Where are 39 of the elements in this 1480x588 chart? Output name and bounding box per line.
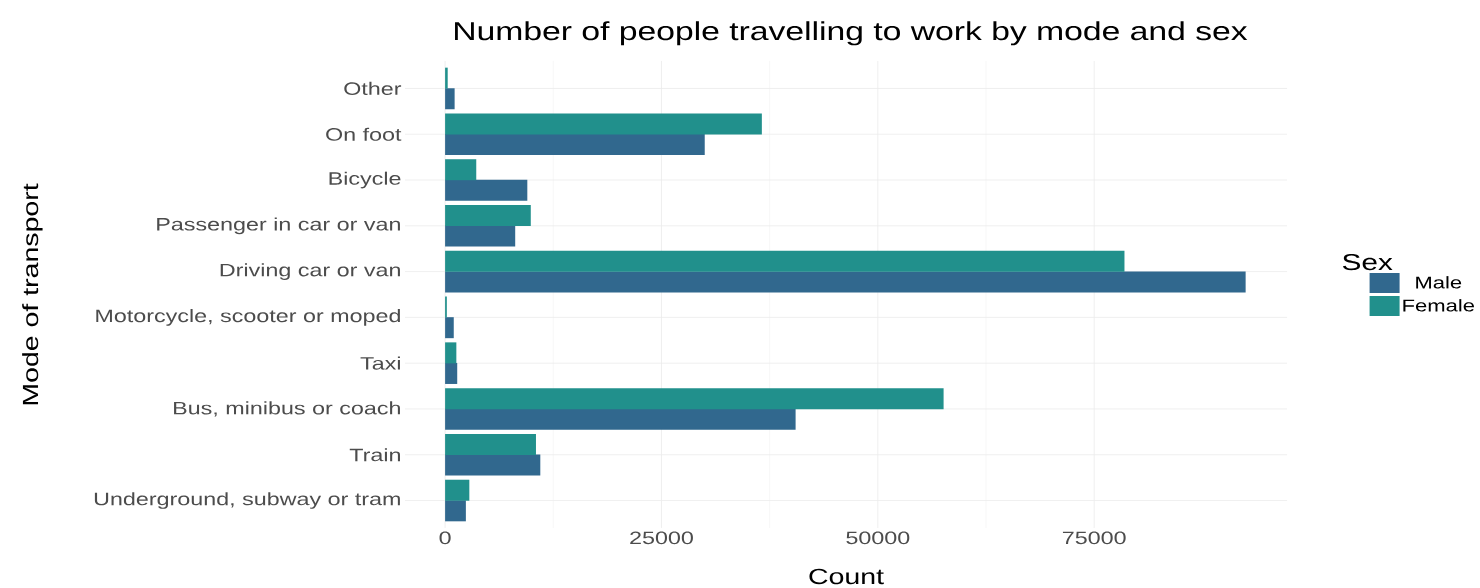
y-tick-label: Underground, subway or tram — [94, 492, 400, 509]
bar — [445, 317, 454, 339]
bar — [445, 408, 796, 430]
y-tick-label: Other — [344, 81, 402, 96]
legend-label: Male — [1416, 276, 1462, 289]
bar — [445, 225, 516, 247]
x-tick-label: 75000 — [1062, 531, 1126, 545]
y-axis-title: Mode of transport — [22, 183, 43, 405]
x-tick-label: 0 — [439, 531, 451, 545]
y-tick-label: Taxi — [360, 356, 400, 370]
bar — [445, 159, 477, 181]
y-tick-label: Train — [349, 448, 400, 462]
bar — [445, 134, 705, 156]
bar — [445, 433, 536, 455]
bar — [445, 454, 541, 476]
bar — [445, 113, 762, 135]
bar — [445, 388, 944, 410]
bar — [445, 67, 448, 89]
y-tick-label: Bicycle — [329, 171, 401, 189]
bar — [445, 479, 470, 501]
x-tick-label: 50000 — [846, 531, 910, 545]
y-tick-label: Passenger in car or van — [157, 217, 400, 235]
bar — [445, 205, 531, 227]
legend-title: Sex — [1342, 253, 1393, 271]
x-tick-label: 25000 — [630, 531, 693, 545]
x-axis-title: Count — [809, 568, 884, 585]
y-tick-label: Motorcycle, scooter or moped — [96, 309, 400, 326]
bar — [445, 342, 457, 364]
chart-title: Number of people travelling to work by mode and sex — [455, 21, 1248, 46]
bar — [445, 271, 1246, 293]
bar — [445, 362, 458, 384]
bar — [445, 88, 455, 110]
y-tick-label: Driving car or van — [220, 263, 400, 280]
bar — [445, 179, 528, 201]
bar — [445, 500, 466, 522]
legend-label: Female — [1403, 299, 1475, 312]
y-tick-label: On foot — [326, 127, 402, 141]
y-tick-label: Bus, minibus or coach — [174, 401, 400, 417]
bar — [445, 250, 1125, 272]
